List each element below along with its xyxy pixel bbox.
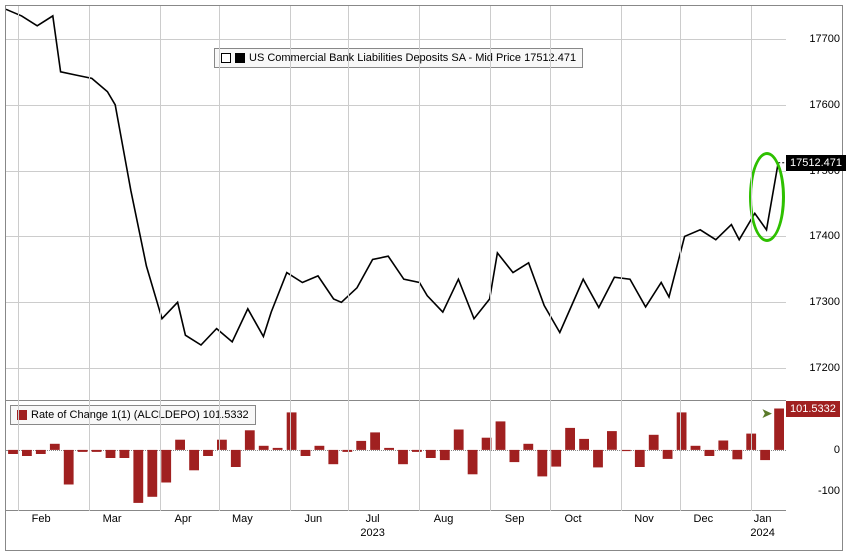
gridline-v — [490, 6, 491, 511]
x-tick-label: Apr — [174, 513, 191, 525]
main-legend-text: US Commercial Bank Liabilities Deposits … — [249, 52, 576, 64]
sub-legend-text: Rate of Change 1(1) (ALCLDEPO) 101.5332 — [31, 409, 249, 421]
gridline-v — [680, 6, 681, 511]
gridline-v — [419, 6, 420, 511]
gridline-v — [290, 6, 291, 511]
x-tick-label: Aug — [434, 513, 454, 525]
gridline-v — [751, 6, 752, 511]
x-tick-label: Sep — [505, 513, 525, 525]
x-tick-label: Jul — [366, 513, 380, 525]
x-year-label: 2024 — [750, 527, 774, 539]
x-tick-label: Oct — [564, 513, 581, 525]
gridline-v — [89, 6, 90, 511]
x-axis: Feb Mar Apr May Jun Jul Aug Sep Oct Nov Dec Jan 2023… — [6, 510, 786, 550]
x-tick-label: Jan — [754, 513, 772, 525]
y-axis-sub: -100 0 — [784, 401, 842, 511]
main-chart: US Commercial Bank Liabilities Deposits … — [6, 6, 786, 401]
x-year-label: 2023 — [360, 527, 384, 539]
gridline-v — [160, 6, 161, 511]
gridline-v — [621, 6, 622, 511]
gridline-v — [219, 6, 220, 511]
legend-symbol-icon — [221, 53, 231, 63]
x-tick-label: Mar — [103, 513, 122, 525]
x-tick-label: Feb — [32, 513, 51, 525]
x-tick-label: Nov — [634, 513, 654, 525]
gridline-v — [550, 6, 551, 511]
current-value-flag: 17512.471 — [786, 155, 846, 171]
y-tick-label: 0 — [834, 444, 840, 456]
legend-fill-icon — [235, 53, 245, 63]
x-tick-label: Dec — [694, 513, 714, 525]
sub-chart: Rate of Change 1(1) (ALCLDEPO) 101.5332 … — [6, 401, 786, 511]
sub-value-flag: 101.5332 — [786, 401, 840, 417]
x-tick-label: May — [232, 513, 253, 525]
main-legend: US Commercial Bank Liabilities Deposits … — [214, 48, 583, 68]
gridline-v — [18, 6, 19, 511]
x-tick-label: Jun — [304, 513, 322, 525]
gridline-v — [348, 6, 349, 511]
y-tick-label: 17300 — [809, 296, 840, 308]
y-tick-label: 17200 — [809, 362, 840, 374]
y-tick-label: 17700 — [809, 33, 840, 45]
y-tick-label: 17400 — [809, 230, 840, 242]
y-axis-main: 172001730017400175001760017700 — [784, 6, 842, 401]
chart-container: US Commercial Bank Liabilities Deposits … — [5, 5, 843, 551]
y-tick-label: -100 — [818, 485, 840, 497]
y-tick-label: 17600 — [809, 99, 840, 111]
